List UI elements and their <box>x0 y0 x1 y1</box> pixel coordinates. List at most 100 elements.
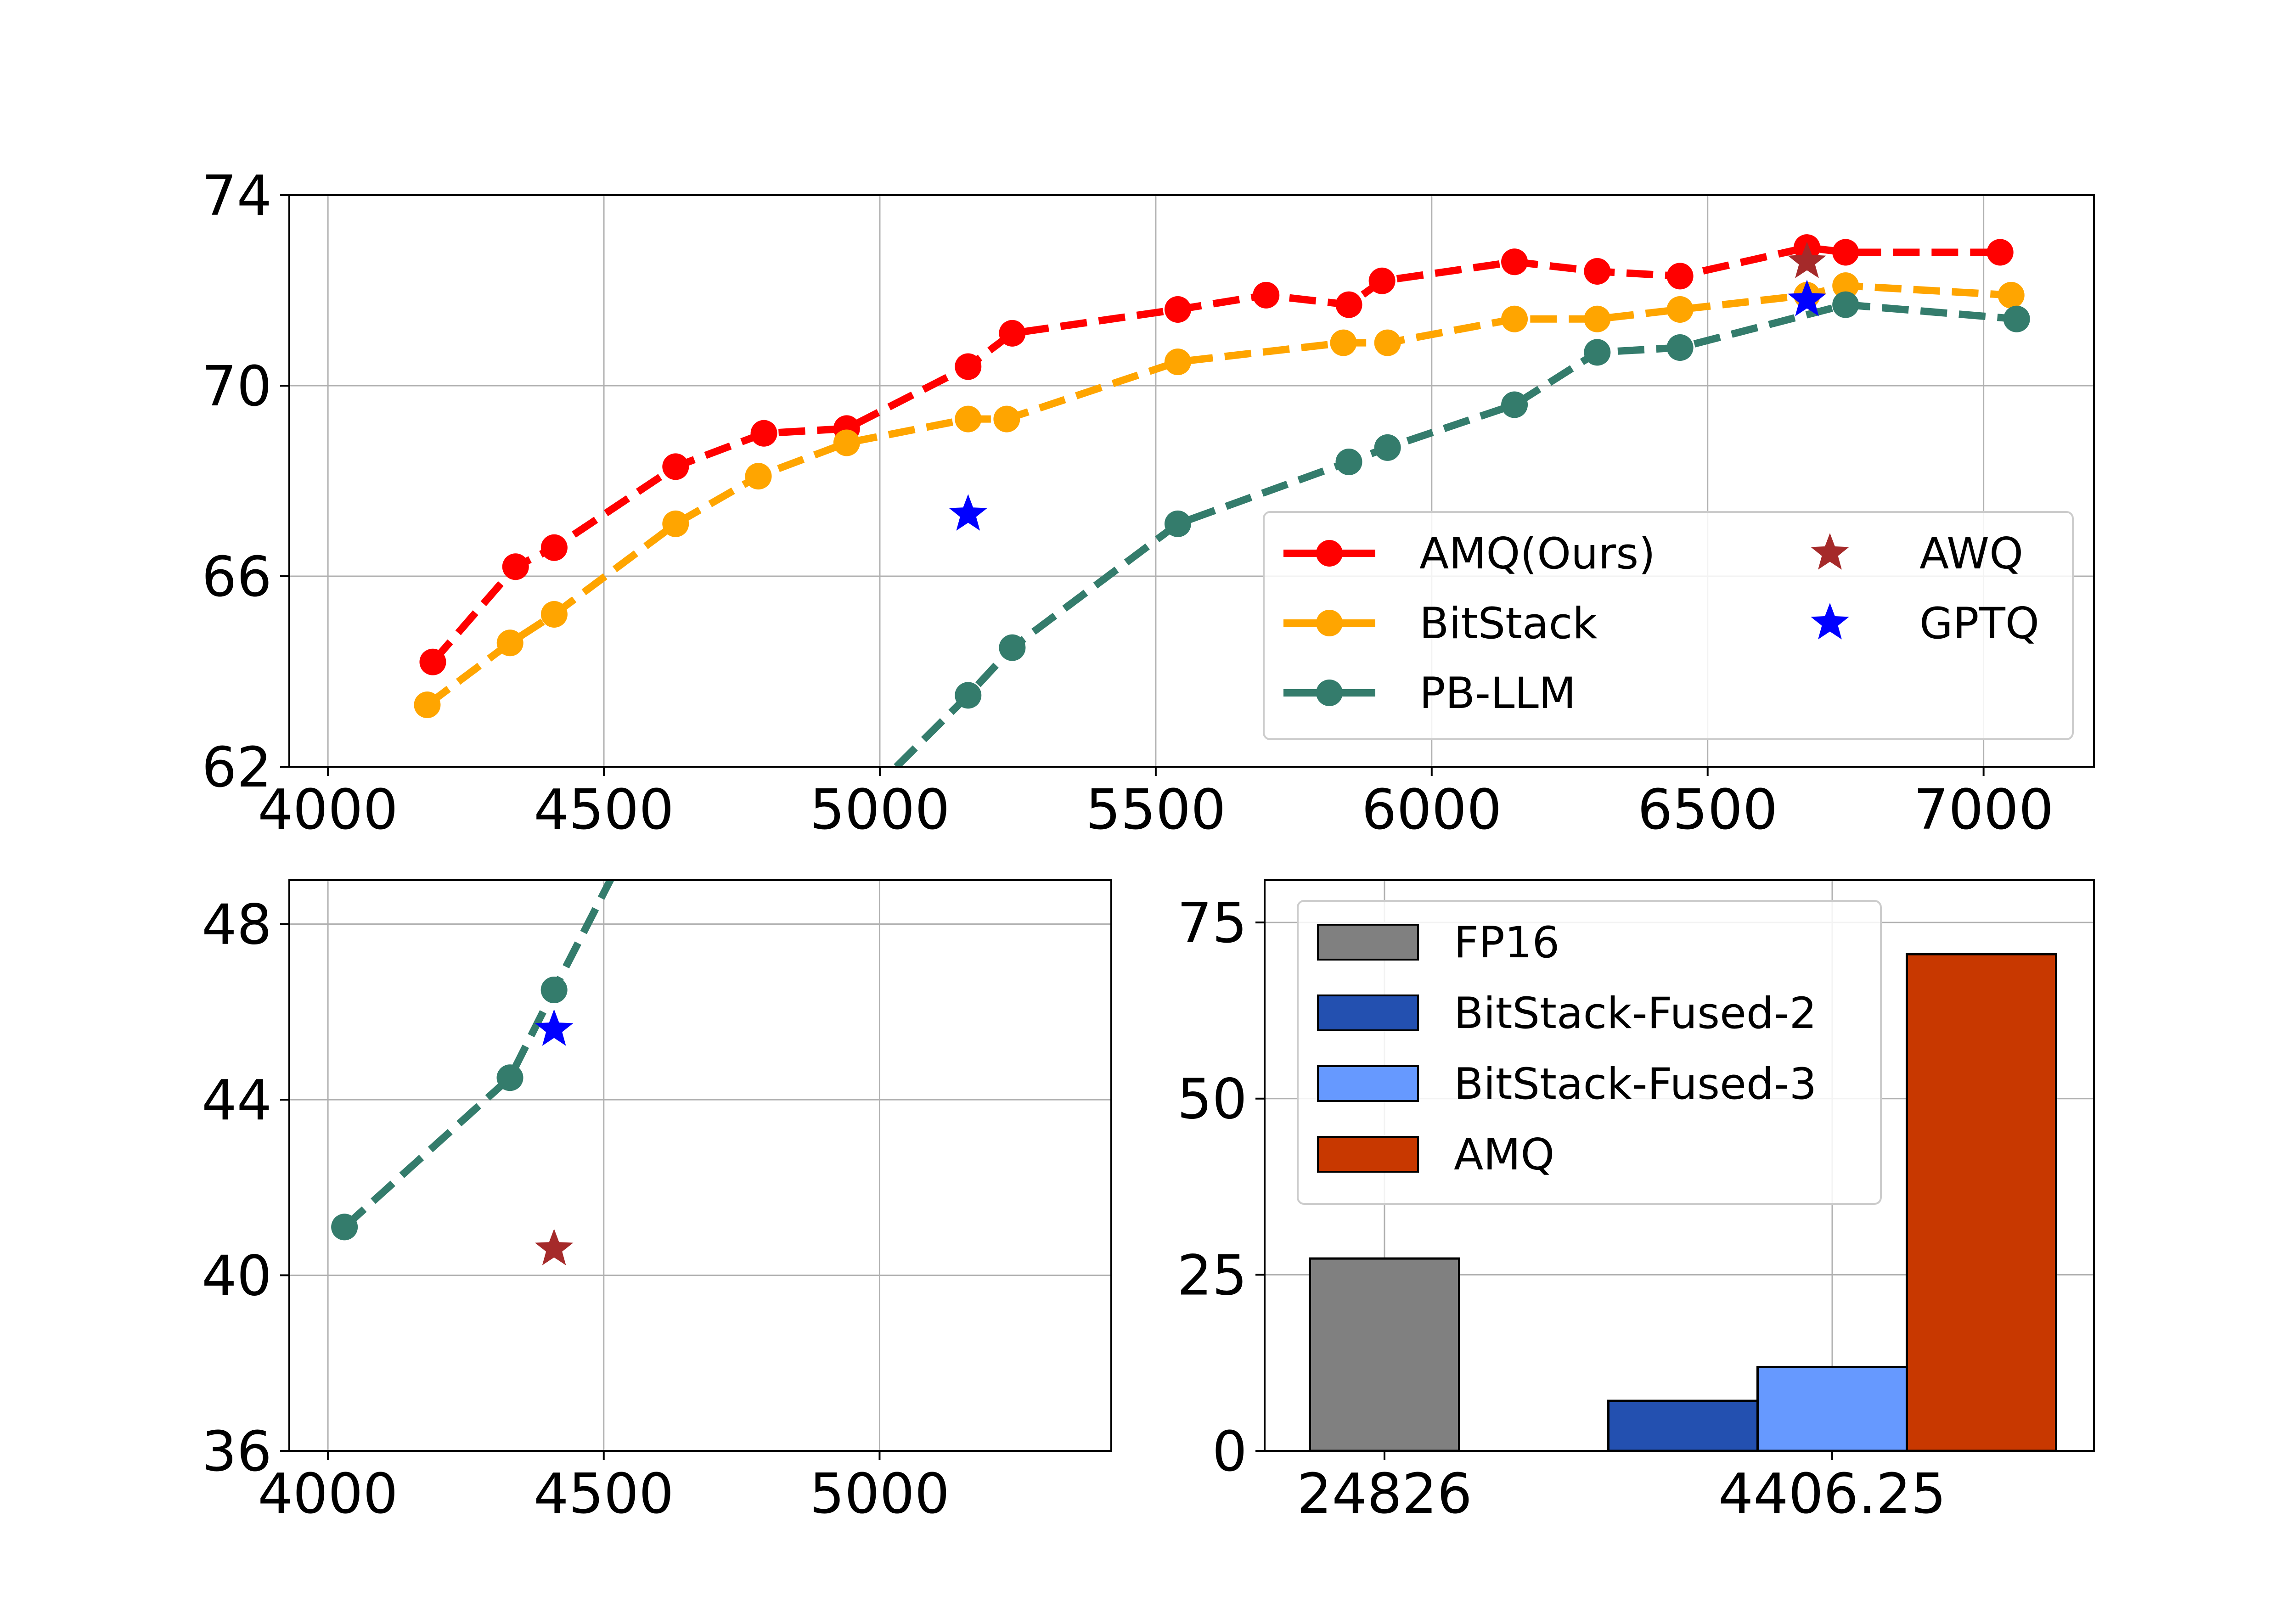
data-point <box>496 629 523 657</box>
data-point <box>1330 329 1357 356</box>
data-point <box>414 691 441 719</box>
x-tick-label: 4000 <box>258 778 398 842</box>
y-tick-label: 75 <box>1177 892 1247 955</box>
legend: AMQ(Ours) BitStack PB-LLM AWQ GPTQ <box>1263 511 2074 740</box>
data-point <box>331 1214 358 1241</box>
data-point <box>662 453 689 480</box>
legend-marker-swatch <box>1316 610 1343 636</box>
legend-item-amq: AMQ <box>1317 1130 1554 1180</box>
legend-label: BitStack <box>1419 599 1598 649</box>
top-line-chart: 4000 4500 5000 5500 6000 6500 7000 62 66 70 74 AMQ(… <box>202 164 2095 842</box>
series-line-pb-llm <box>342 880 615 1230</box>
axes-frame <box>288 879 1112 1452</box>
legend-item-amq-ours-: AMQ(Ours) <box>1283 529 1655 579</box>
data-point <box>1584 305 1611 332</box>
data-point <box>1374 434 1401 461</box>
y-tick-label: 48 <box>202 893 272 957</box>
series-line-amq-ours- <box>430 244 2000 664</box>
y-tick-label: 62 <box>202 736 272 800</box>
legend-label: BitStack-Fused-2 <box>1454 989 1817 1039</box>
data-point <box>1832 272 1859 299</box>
legend-label: AWQ <box>1919 529 2023 579</box>
y-tick-label: 50 <box>1177 1068 1247 1132</box>
x-tick-label: 7000 <box>1913 778 2054 842</box>
x-tick-label: 4406.25 <box>1718 1462 1946 1526</box>
bottom-right-bar-chart: 0 25 50 75 24826 4406.25 FP16 BitStack-Fused-2 B… <box>1177 879 2095 1526</box>
bar-fp16 <box>1309 1257 1460 1452</box>
legend-marker-swatch <box>1316 540 1343 567</box>
data-point <box>540 534 568 561</box>
y-tick-label: 36 <box>202 1420 272 1484</box>
x-tick-label: 24826 <box>1297 1462 1472 1526</box>
data-point <box>1998 281 2025 309</box>
x-tick-label: 6500 <box>1638 778 1778 842</box>
data-point <box>955 405 982 433</box>
data-point <box>1164 296 1191 323</box>
legend-item-bitstack-fused-3: BitStack-Fused-3 <box>1317 1059 1817 1109</box>
data-point <box>1501 248 1528 275</box>
bottom-left-line-chart: 4000 4500 5000 36 40 44 48 <box>202 879 1112 1526</box>
data-point <box>993 405 1020 433</box>
legend-item-bitstack: BitStack <box>1283 599 1598 649</box>
legend-label: PB-LLM <box>1419 669 1576 719</box>
legend-item-awq: AWQ <box>1811 529 2023 579</box>
data-point <box>1368 267 1396 294</box>
data-point <box>955 682 982 709</box>
data-point <box>1335 449 1362 475</box>
data-point <box>1666 263 1694 290</box>
x-tick-label: 4000 <box>258 1462 398 1526</box>
legend-frame <box>1297 900 1882 1205</box>
legend-item-bitstack-fused-2: BitStack-Fused-2 <box>1317 989 1817 1039</box>
legend-frame <box>1263 511 2074 740</box>
bar-amq <box>1906 953 2057 1452</box>
data-point <box>1584 339 1611 366</box>
axes-frame <box>1264 879 2095 1452</box>
data-point <box>540 977 568 1004</box>
data-point <box>1501 305 1528 332</box>
data-point <box>955 353 982 380</box>
y-tick-label: 44 <box>202 1069 272 1133</box>
y-tick-label: 66 <box>202 545 272 609</box>
legend-star-swatch <box>1811 533 1849 570</box>
data-point <box>496 1064 523 1091</box>
legend-swatch <box>1317 1136 1419 1173</box>
y-tick-label: 0 <box>1212 1420 1247 1484</box>
data-point <box>1666 296 1694 323</box>
x-tick-label: 5000 <box>810 1462 950 1526</box>
data-point <box>999 320 1026 347</box>
data-point <box>1164 348 1191 376</box>
plot-area <box>331 880 615 1265</box>
legend-swatch <box>1317 995 1419 1031</box>
bar-bitstack-fused-2 <box>1607 1399 1759 1452</box>
star-marker-awq <box>535 1229 574 1265</box>
data-point <box>1832 239 1859 266</box>
legend-swatch <box>1317 924 1419 961</box>
legend-swatch <box>1317 1065 1419 1102</box>
data-point <box>745 463 772 490</box>
data-point <box>540 601 568 628</box>
legend-label: GPTQ <box>1919 599 2039 649</box>
star-marker-gptq <box>535 1009 574 1046</box>
x-tick-label: 5000 <box>810 778 950 842</box>
axes-frame <box>288 194 2095 768</box>
data-point <box>750 420 777 447</box>
legend-item-gptq: GPTQ <box>1811 599 2039 649</box>
data-point <box>2003 305 2030 332</box>
x-tick-label: 4500 <box>534 1462 674 1526</box>
legend-item-fp16: FP16 <box>1317 918 1559 968</box>
legend-label: AMQ(Ours) <box>1419 529 1655 579</box>
y-tick-label: 25 <box>1177 1244 1247 1308</box>
star-marker-awq <box>1788 242 1826 278</box>
bar-bitstack-fused-3 <box>1756 1365 1908 1452</box>
data-point <box>1986 239 2014 266</box>
legend-marker-swatch <box>1316 680 1343 706</box>
star-marker-gptq <box>949 494 988 531</box>
legend-label: FP16 <box>1454 918 1559 968</box>
x-tick-label: 6000 <box>1362 778 1502 842</box>
data-point <box>1666 334 1694 361</box>
data-point <box>999 634 1026 661</box>
y-tick-label: 40 <box>202 1245 272 1309</box>
star-marker-gptq <box>1788 280 1826 316</box>
data-point <box>833 429 860 456</box>
